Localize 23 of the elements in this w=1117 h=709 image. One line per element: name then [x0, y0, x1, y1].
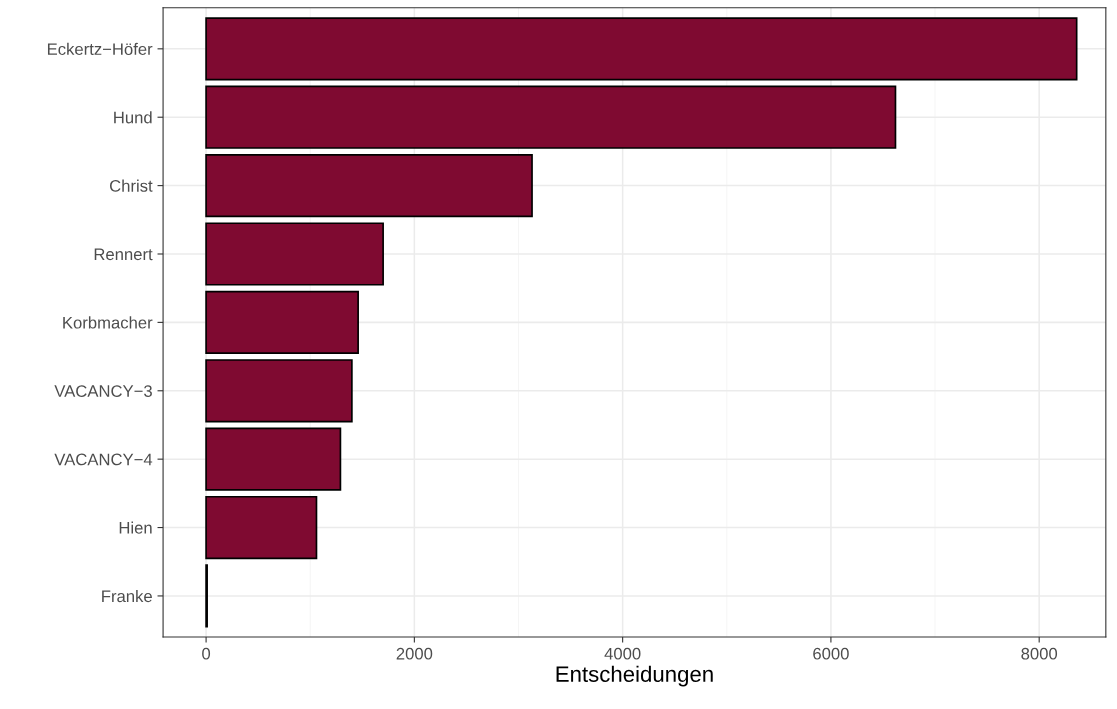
bar: [205, 359, 353, 423]
y-tick-label: Korbmacher: [63, 316, 153, 329]
bar: [205, 222, 384, 286]
y-tick-label: VACANCY−3: [54, 385, 152, 397]
y-tick-label: VACANCY−4: [54, 453, 153, 466]
bar: [205, 153, 533, 218]
bar: [205, 495, 318, 560]
x-tick-label: 4000: [604, 647, 641, 660]
y-tick-label: Eckertz−Höfer: [47, 42, 153, 56]
y-tick-label: Hien: [119, 521, 152, 534]
y-tick-label: Franke: [102, 589, 152, 603]
bar: [205, 427, 342, 491]
x-axis-title: Entscheidungen: [556, 665, 713, 687]
x-tick-label: 2000: [396, 647, 433, 660]
bar: [205, 17, 1078, 81]
y-tick-label: Rennert: [94, 248, 153, 261]
x-tick-label: 6000: [813, 647, 849, 660]
x-tick-label: 8000: [1021, 647, 1058, 660]
bar: [205, 85, 897, 149]
bar: [205, 290, 359, 354]
x-tick-label: 0: [202, 647, 211, 660]
y-tick-label: Hund: [114, 111, 152, 124]
y-tick-label: Christ: [109, 179, 153, 192]
